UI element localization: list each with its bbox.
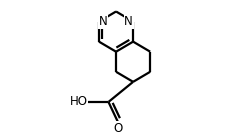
Text: HO: HO <box>69 95 88 108</box>
Text: N: N <box>99 15 108 28</box>
Text: O: O <box>113 122 123 135</box>
Text: N: N <box>124 15 133 28</box>
